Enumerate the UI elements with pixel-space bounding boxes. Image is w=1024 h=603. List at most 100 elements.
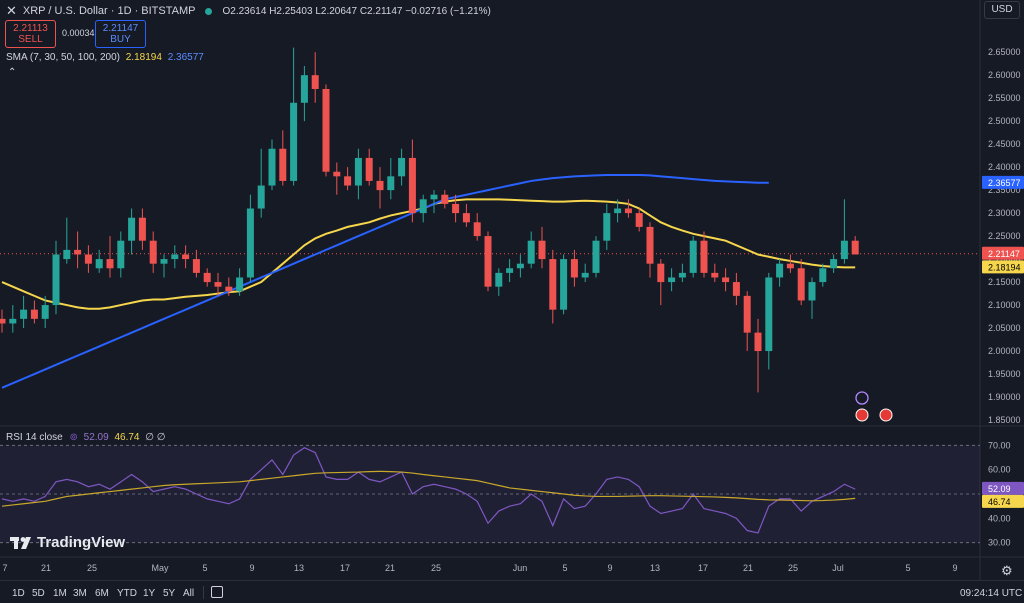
price-tick-label: 2.55000: [988, 93, 1021, 103]
candle-body: [311, 75, 319, 89]
candle-body: [236, 277, 244, 292]
time-tick-label: Jun: [513, 563, 528, 573]
price-tick-label: 2.05000: [988, 323, 1021, 333]
sma-blue-value: 2.36577: [167, 52, 204, 63]
timeframe-all[interactable]: All: [183, 588, 195, 599]
candle-body: [581, 272, 589, 278]
rsi-eye-icon[interactable]: ⊚: [69, 432, 78, 443]
event-flash-icon[interactable]: [855, 391, 869, 405]
price-tick-label: 2.40000: [988, 162, 1021, 172]
time-tick-label: 9: [249, 563, 254, 573]
timeframe-1y[interactable]: 1Y: [143, 588, 156, 599]
settings-gear-icon[interactable]: ⚙: [1001, 563, 1013, 578]
candle-body: [506, 268, 514, 273]
candle-body: [398, 157, 406, 177]
candle-body: [495, 272, 503, 287]
candle-body: [646, 226, 654, 264]
logo-text: TradingView: [37, 534, 126, 551]
candle-body: [192, 259, 200, 273]
time-tick-label: 17: [698, 563, 708, 573]
time-tick-label: 9: [607, 563, 612, 573]
time-tick-label: 13: [294, 563, 304, 573]
candle-body: [117, 240, 125, 269]
candle-body: [808, 282, 816, 301]
rsi-legend[interactable]: RSI 14 close ⊚ 52.09 46.74 ∅ ∅: [6, 432, 165, 443]
price-tick-label: 1.95000: [988, 369, 1021, 379]
timeframe-1d[interactable]: 1D: [12, 588, 25, 599]
calendar-icon[interactable]: [211, 586, 223, 598]
buy-price: 2.21147: [102, 23, 139, 34]
us-flag-event-icon[interactable]: [879, 408, 893, 422]
candle-body: [624, 208, 632, 214]
candle-body: [462, 213, 470, 223]
rsi-tick-label: 60.00: [988, 465, 1011, 475]
time-tick-label: 5: [562, 563, 567, 573]
sell-button[interactable]: 2.21113 SELL: [5, 20, 56, 48]
timeframe-5d[interactable]: 5D: [32, 588, 45, 599]
price-tick-label: 2.10000: [988, 300, 1021, 310]
candle-body: [290, 102, 298, 181]
candle-body: [149, 240, 157, 264]
candle-body: [41, 305, 49, 319]
us-flag-event-icon[interactable]: [855, 408, 869, 422]
price-tick-label: 2.15000: [988, 277, 1021, 287]
candle-body: [171, 254, 179, 260]
rsi-value-badge: [982, 481, 1024, 495]
candle-body: [635, 213, 643, 227]
timeframe-ytd[interactable]: YTD: [117, 588, 137, 599]
candle-body: [516, 263, 524, 269]
candle-body: [63, 249, 71, 260]
symbol-title[interactable]: XRP / U.S. Dollar · 1D · BITSTAMP: [22, 5, 196, 17]
time-tick-label: 17: [340, 563, 350, 573]
timeframe-6m[interactable]: 6M: [95, 588, 109, 599]
candle-body: [52, 254, 60, 306]
candle-body: [657, 263, 665, 283]
candle-body: [246, 208, 254, 278]
timeframe-3m[interactable]: 3M: [73, 588, 87, 599]
buy-button[interactable]: 2.21147 BUY: [95, 20, 146, 48]
candle-body: [840, 240, 848, 260]
candle-body: [160, 259, 168, 264]
price-label-text: 2.36577: [988, 178, 1021, 188]
candle-body: [257, 185, 265, 209]
candle-body: [365, 157, 373, 181]
sma-legend[interactable]: SMA (7, 30, 50, 100, 200) 2.18194 2.3657…: [6, 52, 204, 63]
candle-body: [387, 176, 395, 191]
rsi-ma-value: 46.74: [114, 432, 140, 443]
currency-selector[interactable]: USD: [984, 1, 1020, 19]
spread-value: 0.00034: [62, 28, 95, 38]
price-label-badge: [982, 260, 1024, 274]
candle-body: [549, 259, 557, 310]
market-status-icon: [205, 7, 213, 15]
candle-body: [678, 272, 686, 278]
time-tick-label: 25: [788, 563, 798, 573]
close-icon[interactable]: ✕: [6, 3, 17, 18]
rsi-band: [0, 445, 980, 543]
candle-body: [732, 282, 740, 296]
candle-body: [268, 148, 276, 186]
timeframe-5y[interactable]: 5Y: [163, 588, 176, 599]
collapse-chevron-icon[interactable]: ⌃: [8, 67, 17, 78]
time-tick-label: 21: [41, 563, 51, 573]
rsi-value-text: 52.09: [988, 484, 1011, 494]
rsi-value: 52.09: [83, 432, 109, 443]
time-tick-label: May: [151, 563, 169, 573]
candle-body: [203, 272, 211, 283]
candle-body: [344, 176, 352, 186]
candle-body: [419, 199, 427, 214]
sell-price: 2.21113: [13, 23, 48, 34]
clock[interactable]: 09:24:14 UTC: [960, 588, 1023, 599]
time-tick-label: 13: [650, 563, 660, 573]
candle-body: [711, 272, 719, 278]
price-label-text: 2.21147: [988, 249, 1020, 259]
candle-body: [20, 309, 28, 319]
candle-body: [225, 286, 233, 292]
price-tick-label: 2.60000: [988, 70, 1021, 80]
price-tick-label: 2.30000: [988, 208, 1021, 218]
rsi-value-badge: [982, 494, 1024, 508]
timeframe-1m[interactable]: 1M: [53, 588, 67, 599]
sma-yellow-value: 2.18194: [125, 52, 162, 63]
candle-body: [408, 157, 416, 214]
divider: [203, 586, 204, 599]
